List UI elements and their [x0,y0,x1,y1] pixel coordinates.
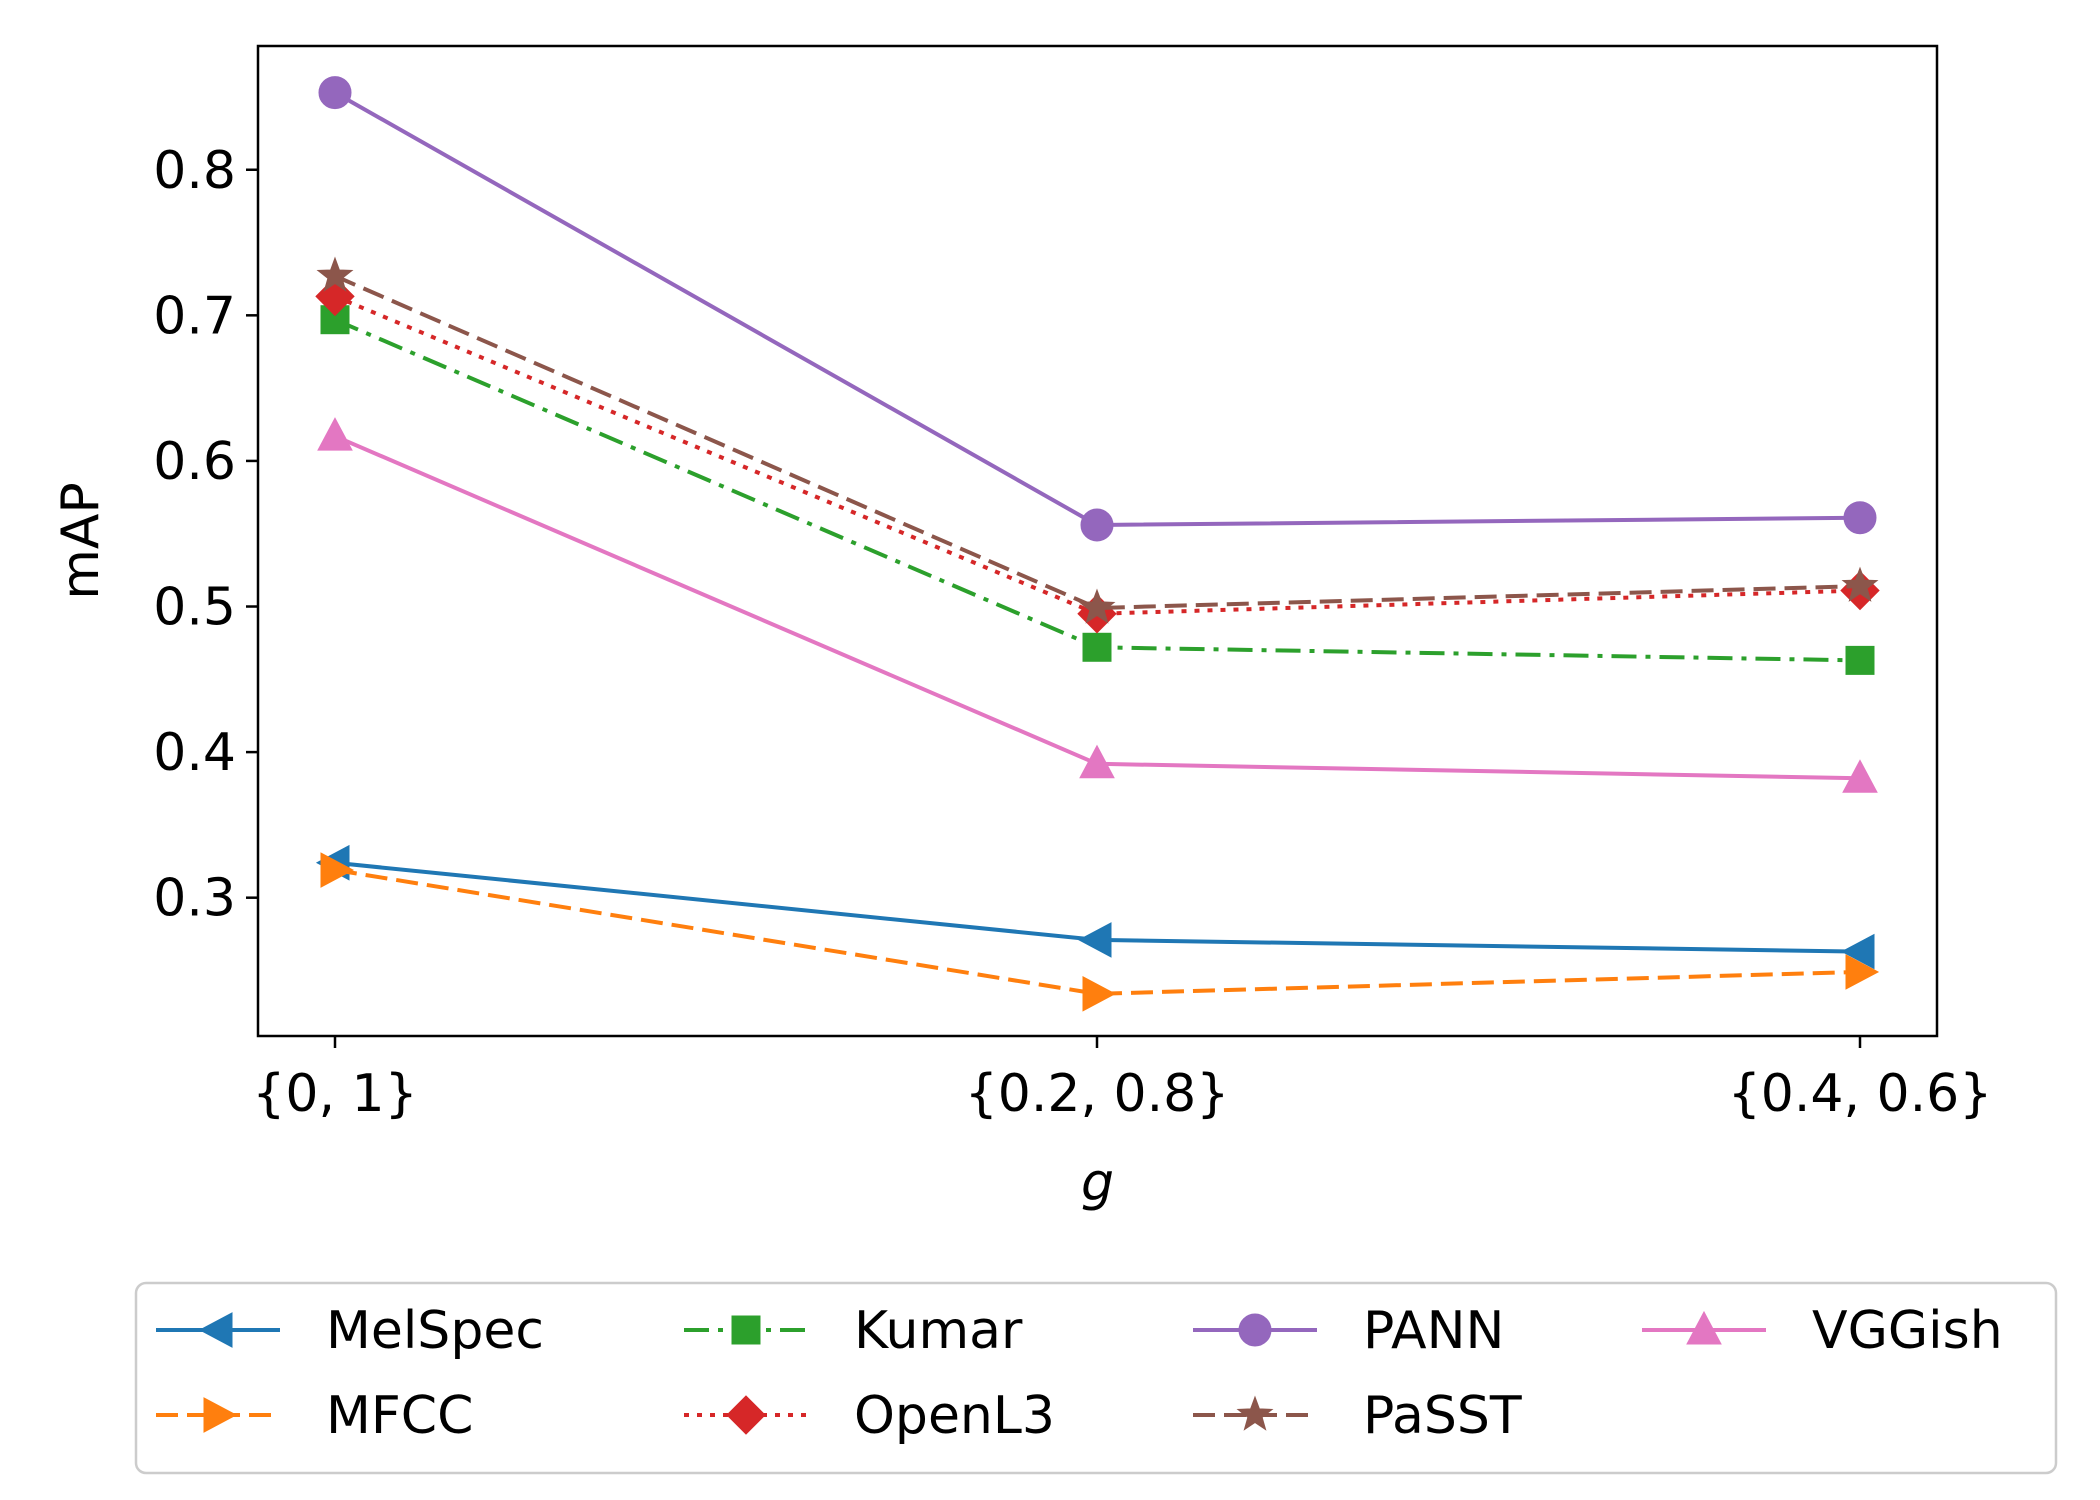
legend-item-openl3: OpenL3 [684,1386,1055,1446]
legend-swatch-marker [731,1315,761,1345]
x-tick-label: {0.2, 0.8} [965,1064,1230,1124]
series-melspec [315,844,1875,970]
x-axis: {0, 1} {0.2, 0.8} {0.4, 0.6} [252,1036,1992,1124]
legend-label: MelSpec [326,1301,544,1361]
data-point-mfcc-0 [320,852,355,888]
series-line-mfcc [334,868,1861,996]
legend-swatch-marker [1238,1313,1272,1347]
data-point-passt-1 [1078,588,1116,624]
data-point-vggish-2 [1842,759,1878,793]
y-tick-label: 0.5 [153,578,236,638]
data-point-mfcc-2 [1845,954,1880,990]
legend-swatch-marker [1236,1395,1274,1431]
series-line-pann [334,90,1861,527]
series-openl3 [315,276,1880,634]
plot-marks [315,76,1880,1012]
legend-label: MFCC [326,1386,473,1446]
data-point-pann-2 [1843,501,1877,535]
series-pann [318,76,1877,542]
legend-label: VGGish [1812,1301,2003,1361]
legend-item-kumar: Kumar [684,1301,1023,1361]
legend-label: PANN [1363,1301,1504,1361]
x-tick-label: {0.4, 0.6} [1728,1064,1993,1124]
y-axis-label: mAP [51,482,111,600]
legend-item-mfcc: MFCC [156,1386,473,1446]
data-point-passt-0 [316,256,354,292]
series-passt [316,256,1879,624]
series-vggish [317,417,1878,793]
legend-label: OpenL3 [854,1386,1055,1446]
legend-item-melspec: MelSpec [156,1301,544,1361]
data-point-pann-0 [318,76,352,110]
y-tick-label: 0.4 [153,723,236,783]
legend-box [134,1281,2058,1475]
y-tick-label: 0.7 [153,286,236,346]
y-axis: 0.3 0.4 0.5 0.6 0.7 0.8 [153,141,258,929]
legend-label: PaSST [1363,1386,1522,1446]
y-tick-label: 0.8 [153,141,236,201]
legend-swatch-marker [203,1397,238,1433]
legend-label: Kumar [854,1301,1023,1361]
x-tick-label: {0, 1} [252,1064,417,1124]
data-point-vggish-1 [1079,744,1115,779]
legend-item-passt: PaSST [1193,1386,1522,1446]
data-point-pann-1 [1080,508,1114,542]
legend-swatch-marker [1686,1310,1722,1345]
legend-item-pann: PANN [1193,1301,1504,1361]
legend: MelSpec MFCC Kumar OpenL3 PANN PaSST VGGish [134,1281,2058,1475]
legend-swatch-marker [198,1312,233,1348]
data-point-kumar-2 [1845,645,1875,675]
legend-swatch-marker [726,1395,766,1435]
legend-item-vggish: VGGish [1642,1301,2003,1361]
x-axis-label: g [1081,1153,1114,1213]
data-point-mfcc-1 [1082,975,1117,1012]
data-point-passt-2 [1841,566,1879,602]
series-line-passt [334,274,1861,610]
series-line-openl3 [334,294,1861,616]
y-tick-label: 0.6 [153,432,236,492]
y-tick-label: 0.3 [153,869,236,929]
data-point-vggish-0 [317,417,353,451]
data-point-melspec-2 [1840,933,1875,970]
data-point-kumar-1 [1082,632,1112,662]
series-mfcc [320,852,1880,1012]
data-point-melspec-1 [1077,922,1112,958]
